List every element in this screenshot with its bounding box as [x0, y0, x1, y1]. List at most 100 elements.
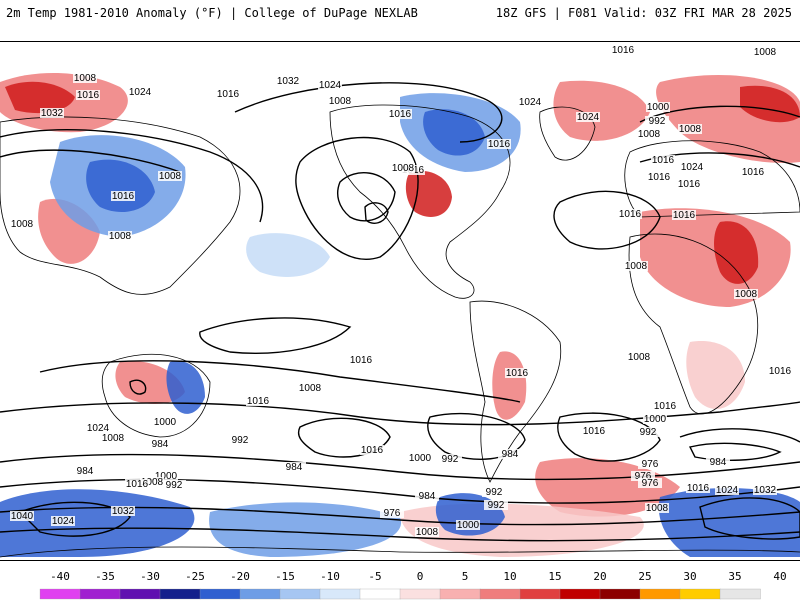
anomaly-cool-southern-band-mid — [209, 502, 402, 557]
isobar — [0, 453, 800, 481]
isobar — [0, 401, 800, 426]
colorbar-tick-label: -35 — [95, 570, 115, 583]
contour-label-bg — [408, 453, 432, 463]
colorbar-tick-label: -5 — [368, 570, 382, 583]
contour-label-bg — [349, 355, 373, 365]
anomaly-cool-southern-band-east — [658, 487, 800, 557]
contour-label: 1024 — [319, 80, 342, 91]
colorbar-tick-label: 35 — [728, 570, 742, 583]
coastline-europe — [624, 140, 800, 218]
isobar — [699, 497, 800, 540]
colorbar-tick-label: -30 — [140, 570, 160, 583]
contour-label-bg — [645, 116, 669, 126]
contour-label-bg — [438, 454, 462, 464]
contour-label-bg — [153, 417, 177, 427]
colorbar-swatch — [559, 588, 601, 600]
contour-label-bg — [643, 414, 667, 424]
anomaly-warm-south-america — [492, 351, 527, 420]
anomaly-cool-pacific — [246, 233, 330, 277]
contour-label: 1016 — [673, 210, 696, 221]
contour-label-bg — [298, 383, 322, 393]
contour-label: 1024 — [681, 162, 704, 173]
colorbar-swatch — [79, 588, 121, 600]
contour-label-bg — [653, 401, 677, 411]
colorbar-tick-label: 5 — [461, 570, 469, 583]
contour-label-bg — [647, 172, 671, 182]
contour-label: 984 — [502, 449, 519, 460]
colorbar-swatch — [519, 588, 561, 600]
contour-label-bg — [86, 423, 110, 433]
contour-label: 1008 — [646, 503, 669, 514]
isobar — [364, 202, 389, 224]
contour-label-bg — [686, 483, 710, 493]
contour-label-bg — [125, 479, 149, 489]
contour-label: 1016 — [389, 109, 412, 120]
contour-label-bg — [505, 368, 529, 378]
contour-label: 1024 — [129, 87, 152, 98]
contour-label-bg — [76, 90, 100, 100]
contour-label-bg — [645, 503, 669, 513]
contour-label-bg — [624, 261, 648, 271]
contour-label-bg — [10, 511, 34, 521]
anomaly-warm-middle-east — [640, 208, 791, 307]
contour-label-bg — [148, 439, 172, 449]
isobar — [234, 82, 503, 143]
contour-label-bg — [216, 89, 240, 99]
colorbar-swatch — [719, 588, 761, 600]
contour-label-bg — [627, 352, 651, 362]
contour-label-bg — [51, 516, 75, 526]
contour-label-bg — [678, 124, 702, 134]
contour-label-bg — [128, 87, 152, 97]
contour-label-bg — [380, 508, 404, 518]
contour-label: 1008 — [754, 47, 777, 58]
contour-label-bg — [611, 45, 635, 55]
contour-label: 1008 — [11, 219, 34, 230]
contour-label-bg — [10, 219, 34, 229]
contour-label-bg — [228, 435, 252, 445]
anomaly-cool-australia-east — [166, 361, 205, 414]
contour-label-bg — [753, 485, 777, 495]
contour-label: 1016 — [652, 155, 675, 166]
contour-label: 1016 — [217, 89, 240, 100]
contour-label-bg — [618, 209, 642, 219]
contour-label-bg — [637, 129, 661, 139]
colorbar-swatch — [279, 588, 321, 600]
contour-label: 1016 — [350, 355, 373, 366]
isobar — [553, 190, 661, 250]
contour-label: 1008 — [74, 73, 97, 84]
contour-label-bg — [276, 76, 300, 86]
model-run-title: 18Z GFS | F081 Valid: 03Z FRI MAR 28 202… — [495, 6, 792, 20]
contour-label: 1024 — [52, 516, 75, 527]
contour-label: 1008 — [625, 261, 648, 272]
contour-label-bg — [672, 210, 696, 220]
contour-label-bg — [40, 108, 64, 118]
contour-label-bg — [498, 449, 522, 459]
contour-label: 1016 — [687, 483, 710, 494]
contour-label: 1016 — [648, 172, 671, 183]
contour-label: 1000 — [155, 471, 178, 482]
contour-label-bg — [246, 396, 270, 406]
contour-label-bg — [456, 520, 480, 530]
contour-label: 1016 — [77, 90, 100, 101]
colorbar-tick-label: 15 — [548, 570, 562, 583]
contour-label-bg — [328, 96, 352, 106]
contour-label-bg — [741, 167, 765, 177]
isobar — [679, 428, 800, 443]
colorbar-swatch — [599, 588, 641, 600]
anomaly-cool-canada-core — [423, 109, 485, 156]
world-map: 1008 1016 1024 1032 1016 1008 1032 1024 1016 1008… — [0, 41, 800, 561]
contour-label: 1016 — [678, 179, 701, 190]
colorbar-scale — [39, 588, 761, 600]
contour-label-bg — [108, 231, 132, 241]
isobar — [39, 360, 521, 403]
contour-label: 1008 — [159, 171, 182, 182]
isobar — [639, 105, 800, 123]
contour-label-bg — [638, 459, 662, 469]
contour-label: 1024 — [716, 485, 739, 496]
contour-label: 1016 — [247, 396, 270, 407]
contour-label-bg — [111, 191, 135, 201]
colorbar-tick-label: -25 — [185, 570, 205, 583]
contour-label-bg — [360, 445, 384, 455]
contour-label: 984 — [152, 439, 169, 450]
